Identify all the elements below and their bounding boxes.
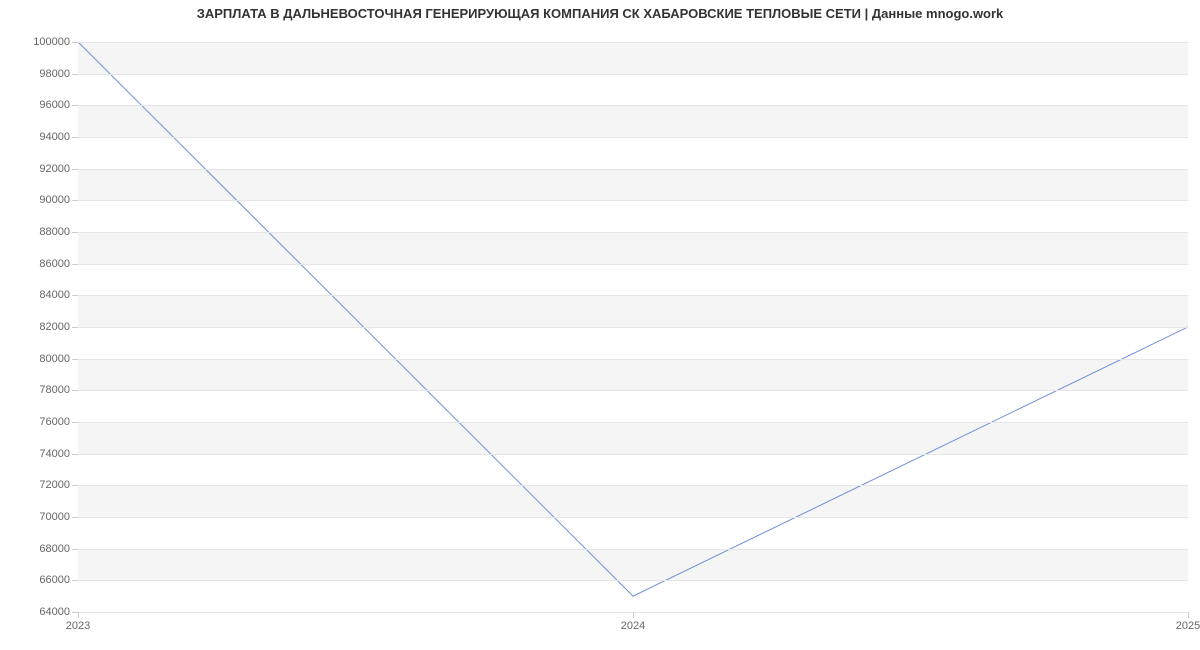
y-gridline [78,390,1188,391]
x-axis-label: 2024 [621,612,645,632]
y-gridline [78,327,1188,328]
y-axis-label: 84000 [39,289,78,301]
y-gridline [78,169,1188,170]
y-gridline [78,517,1188,518]
y-axis-label: 78000 [39,384,78,396]
y-gridline [78,359,1188,360]
series-line [78,42,1188,596]
y-axis-label: 66000 [39,574,78,586]
y-axis-label: 96000 [39,99,78,111]
y-axis-label: 86000 [39,258,78,270]
y-axis-label: 74000 [39,448,78,460]
y-gridline [78,422,1188,423]
y-axis-label: 88000 [39,226,78,238]
y-gridline [78,137,1188,138]
y-axis-label: 70000 [39,511,78,523]
y-gridline [78,74,1188,75]
y-gridline [78,295,1188,296]
y-gridline [78,105,1188,106]
y-gridline [78,232,1188,233]
line-series-svg [78,26,1188,612]
y-axis-label: 94000 [39,131,78,143]
y-axis-label: 72000 [39,479,78,491]
y-axis-label: 80000 [39,353,78,365]
x-axis-label: 2023 [66,612,90,632]
y-gridline [78,580,1188,581]
y-axis-label: 76000 [39,416,78,428]
y-gridline [78,485,1188,486]
y-gridline [78,200,1188,201]
y-axis-label: 92000 [39,163,78,175]
y-gridline [78,454,1188,455]
y-gridline [78,42,1188,43]
x-axis-label: 2025 [1176,612,1200,632]
y-axis-label: 100000 [33,36,78,48]
y-axis-label: 82000 [39,321,78,333]
y-axis-label: 68000 [39,543,78,555]
plot-area: 6400066000680007000072000740007600078000… [78,26,1188,612]
chart-container: ЗАРПЛАТА В ДАЛЬНЕВОСТОЧНАЯ ГЕНЕРИРУЮЩАЯ … [0,0,1200,650]
y-axis-label: 98000 [39,68,78,80]
y-gridline [78,264,1188,265]
y-axis-label: 90000 [39,194,78,206]
y-gridline [78,549,1188,550]
chart-title: ЗАРПЛАТА В ДАЛЬНЕВОСТОЧНАЯ ГЕНЕРИРУЮЩАЯ … [0,6,1200,21]
